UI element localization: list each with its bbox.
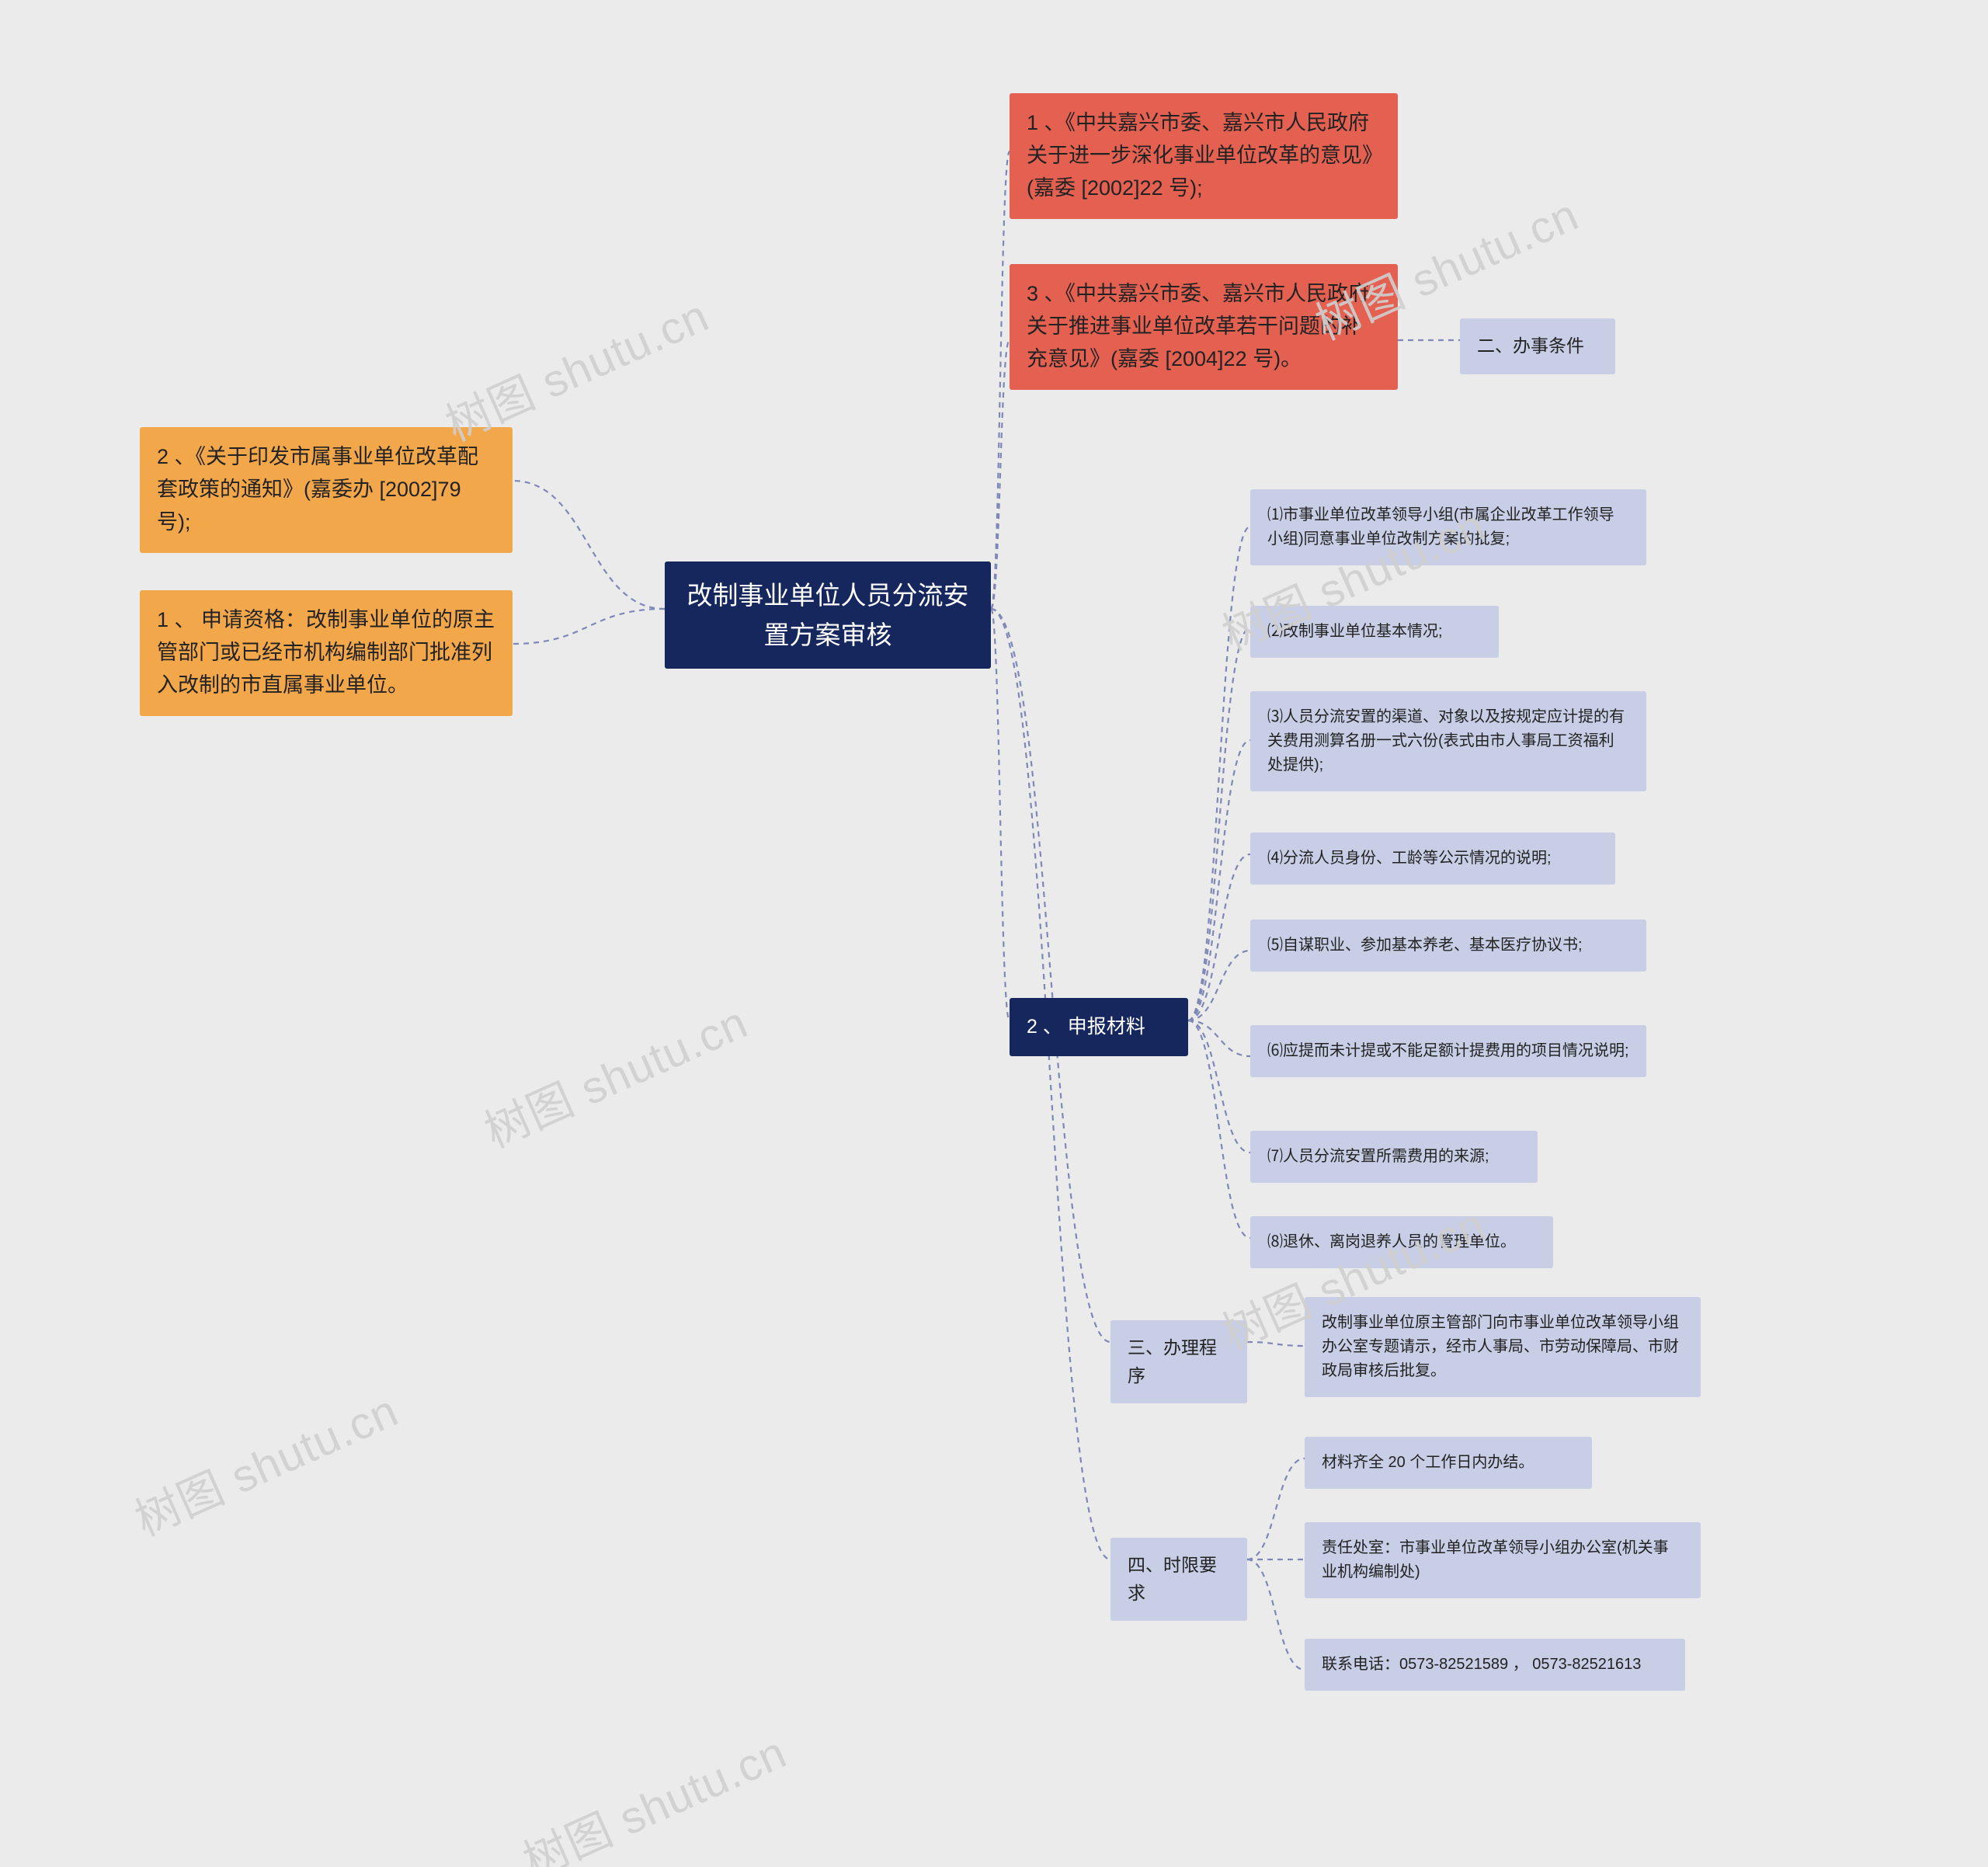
watermark: 树图 shutu.cn	[512, 1716, 795, 1867]
policy-3: 3 、《中共嘉兴市委、嘉兴市人民政府关于推进事业单位改革若干问题的补充意见》(嘉…	[1010, 264, 1398, 390]
material-1: ⑴市事业单位改革领导小组(市属企业改革工作领导小组)同意事业单位改制方案的批复;	[1250, 489, 1646, 565]
material-5: ⑸自谋职业、参加基本养老、基本医疗协议书;	[1250, 920, 1646, 972]
policy-1: 1 、《中共嘉兴市委、嘉兴市人民政府关于进一步深化事业单位改革的意见》(嘉委 […	[1010, 93, 1398, 219]
root-node: 改制事业单位人员分流安置方案审核	[665, 561, 991, 669]
limits-title: 四、时限要求	[1110, 1538, 1247, 1621]
condition-label: 二、办事条件	[1460, 318, 1615, 374]
material-3: ⑶人员分流安置的渠道、对象以及按规定应计提的有关费用测算名册一式六份(表式由市人…	[1250, 691, 1646, 791]
procedure-title: 三、办理程序	[1110, 1320, 1247, 1403]
material-8: ⑻退休、离岗退养人员的管理单位。	[1250, 1216, 1553, 1268]
limit-2: 责任处室：市事业单位改革领导小组办公室(机关事业机构编制处)	[1305, 1522, 1701, 1598]
material-2: ⑵改制事业单位基本情况;	[1250, 606, 1499, 658]
material-7: ⑺人员分流安置所需费用的来源;	[1250, 1131, 1538, 1183]
procedure-body: 改制事业单位原主管部门向市事业单位改革领导小组办公室专题请示，经市人事局、市劳动…	[1305, 1297, 1701, 1397]
materials-title: 2 、 申报材料	[1010, 998, 1188, 1056]
watermark: 树图 shutu.cn	[123, 1375, 407, 1549]
left-item-2: 2 、《关于印发市属事业单位改革配套政策的通知》(嘉委办 [2002]79 号)…	[140, 427, 513, 553]
material-6: ⑹应提而未计提或不能足额计提费用的项目情况说明;	[1250, 1025, 1646, 1077]
watermark: 树图 shutu.cn	[473, 986, 756, 1160]
limit-1: 材料齐全 20 个工作日内办结。	[1305, 1437, 1592, 1489]
limit-3: 联系电话：0573-82521589 ， 0573-82521613	[1305, 1639, 1685, 1691]
left-item-1: 1 、 申请资格：改制事业单位的原主管部门或已经市机构编制部门批准列入改制的市直…	[140, 590, 513, 716]
material-4: ⑷分流人员身份、工龄等公示情况的说明;	[1250, 833, 1615, 885]
